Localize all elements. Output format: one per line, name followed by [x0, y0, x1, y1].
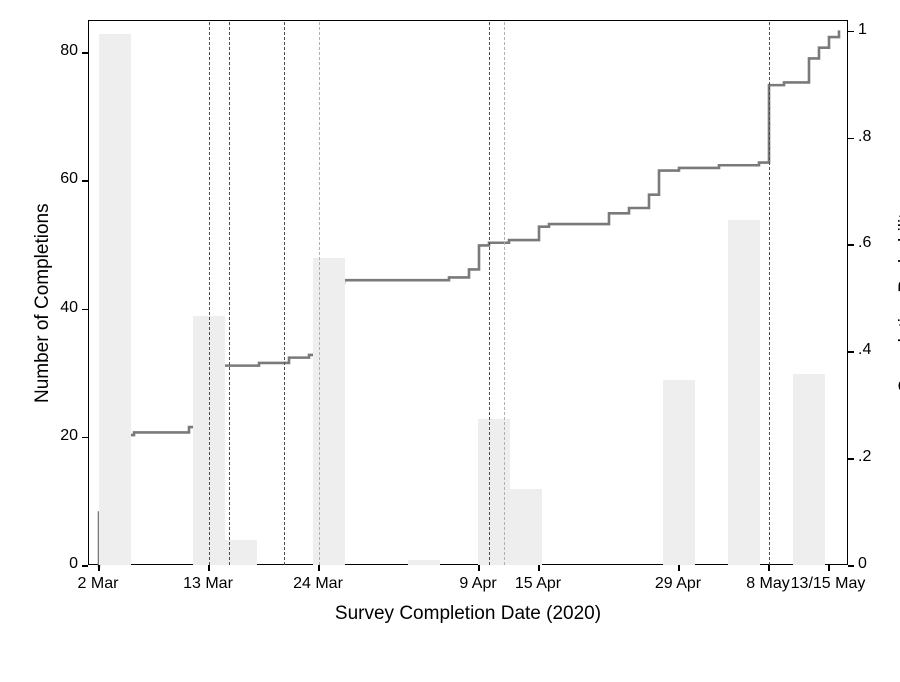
y-left-tick: [82, 52, 88, 54]
x-tick: [208, 565, 210, 571]
reference-vline: [504, 22, 505, 565]
reference-vline: [229, 22, 230, 565]
y-left-tick-label: 20: [44, 427, 78, 445]
plot-area: [88, 20, 848, 565]
y-right-tick: [848, 31, 854, 33]
y-left-tick: [82, 565, 88, 567]
histogram-bar: [408, 560, 440, 565]
x-axis-label: Survey Completion Date (2020): [88, 603, 848, 625]
histogram-bar: [313, 258, 345, 565]
y-right-tick-label: .2: [858, 448, 888, 466]
histogram-bar: [793, 374, 825, 565]
histogram-bar: [663, 380, 695, 565]
reference-vline: [489, 22, 490, 565]
histogram-bar: [99, 34, 131, 565]
y-left-tick-label: 80: [44, 42, 78, 60]
reference-vline: [284, 22, 285, 565]
x-tick-label: 13 Mar: [163, 575, 253, 593]
y-right-tick-label: 1: [858, 21, 888, 39]
histogram-bar: [510, 489, 542, 565]
x-tick: [318, 565, 320, 571]
y-right-tick-label: 0: [858, 555, 888, 573]
y-left-tick: [82, 437, 88, 439]
x-tick-label: 29 Apr: [633, 575, 723, 593]
x-tick-label: 24 Mar: [273, 575, 363, 593]
y-right-tick: [848, 565, 854, 567]
x-tick: [98, 565, 100, 571]
x-tick: [478, 565, 480, 571]
x-tick-label: 13/15 May: [783, 575, 873, 593]
y-left-tick-label: 40: [44, 299, 78, 317]
y-right-tick-label: .4: [858, 341, 888, 359]
y-right-tick: [848, 244, 854, 246]
y-right-tick: [848, 458, 854, 460]
histogram-bar: [728, 220, 760, 565]
y-right-tick-label: .6: [858, 234, 888, 252]
x-tick: [828, 565, 830, 571]
y-right-axis-label: Cumulative Probability: [896, 203, 900, 392]
y-left-tick: [82, 309, 88, 311]
reference-vline: [209, 22, 210, 565]
x-tick-label: 2 Mar: [53, 575, 143, 593]
y-right-tick: [848, 351, 854, 353]
y-right-tick-label: .8: [858, 128, 888, 146]
x-tick-label: 15 Apr: [493, 575, 583, 593]
x-tick: [768, 565, 770, 571]
reference-vline: [319, 22, 320, 565]
reference-vline: [769, 22, 770, 565]
x-tick: [538, 565, 540, 571]
x-tick: [678, 565, 680, 571]
y-left-tick: [82, 180, 88, 182]
chart: Number of Completions Cumulative Probabi…: [0, 0, 900, 682]
y-left-tick-label: 60: [44, 170, 78, 188]
y-left-tick-label: 0: [44, 555, 78, 573]
histogram-bar: [478, 419, 510, 565]
y-right-tick: [848, 138, 854, 140]
